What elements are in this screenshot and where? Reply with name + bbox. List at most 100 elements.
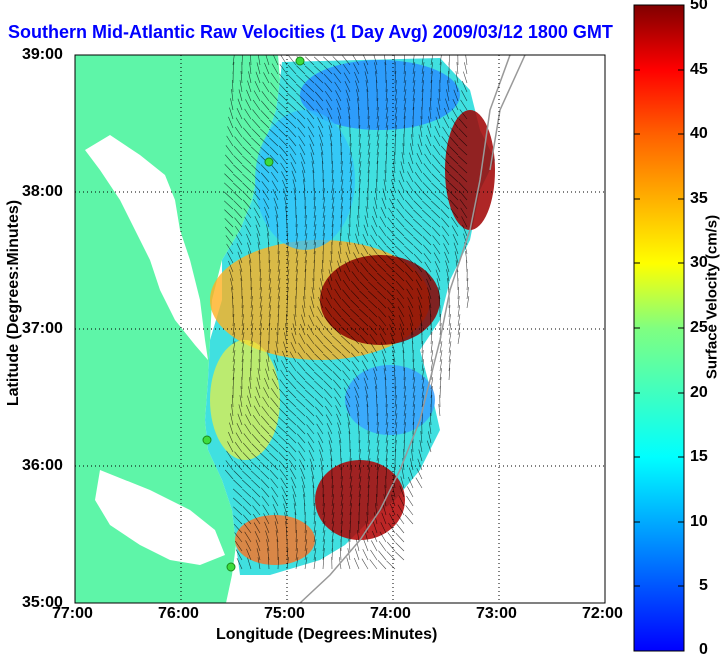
velocity-vector [252,505,261,516]
x-tick: 75:00 [264,605,305,622]
velocity-vector [364,215,369,228]
velocity-vector [403,62,406,75]
velocity-vector [340,152,343,165]
velocity-vector [331,160,333,174]
velocity-vector [396,514,405,525]
velocity-vector [350,344,360,354]
velocity-vector [292,494,297,507]
velocity-vector [229,422,234,435]
velocity-vector [235,432,243,444]
velocity-vector [355,539,360,552]
velocity-vector [372,359,378,372]
velocity-vector [299,459,306,471]
velocity-vector [378,235,387,246]
velocity-vector [288,370,297,381]
velocity-vector [226,450,234,462]
velocity-vector [270,387,279,399]
velocity-vector [251,452,261,462]
velocity-vector [251,433,261,444]
velocity-vector [441,226,450,237]
velocity-vector [268,556,270,570]
velocity-vector [358,134,361,147]
velocity-vector [226,243,234,255]
velocity-vector [349,205,351,219]
velocity-vector [394,440,397,453]
velocity-vector [313,197,316,210]
velocity-vector [446,89,450,102]
velocity-vector [415,279,423,291]
y-axis-label: Latitude (Degrees:Minutes) [5,199,22,407]
velocity-vector [234,441,243,453]
velocity-vector [305,83,315,93]
velocity-vector [241,295,243,309]
velocity-vector [327,116,333,129]
velocity-vector [428,296,432,309]
velocity-vector [296,407,306,417]
velocity-vector [419,314,423,327]
velocity-vector [243,433,252,444]
velocity-vector [315,415,324,426]
velocity-vector [389,324,396,336]
velocity-vector [324,90,333,102]
velocity-vector [264,206,270,219]
velocity-vector [376,431,380,444]
velocity-vector [246,404,252,417]
velocity-vector [378,324,387,336]
velocity-vector [378,541,387,552]
velocity-vector [413,200,423,210]
velocity-vector [233,200,243,210]
velocity-vector [235,117,243,129]
velocity-vector [387,217,396,228]
velocity-vector [238,260,243,273]
velocity-vector [376,107,379,120]
velocity-vector [386,254,396,264]
velocity-vector [401,341,405,354]
velocity-vector [419,440,423,453]
velocity-vector [381,197,387,210]
velocity-vector [363,377,369,390]
velocity-vector [227,252,234,264]
velocity-vector [349,449,351,462]
velocity-vector [344,395,351,408]
velocity-vector [405,271,414,282]
velocity-vector [415,162,423,174]
velocity-vector [383,368,387,381]
velocity-vector [395,551,405,561]
velocity-vector [404,218,414,228]
velocity-vector [393,467,396,480]
velocity-vector [253,207,261,219]
velocity-vector [439,368,442,381]
velocity-vector [314,74,324,84]
velocity-vector [349,152,352,165]
velocity-vector [325,414,333,426]
velocity-vector [233,155,243,165]
velocity-vector [348,224,351,237]
velocity-vector [241,323,245,336]
velocity-vector [396,198,405,210]
velocity-vector [321,269,324,282]
velocity-vector [223,191,234,201]
velocity-vector [404,209,414,219]
velocity-vector [430,200,441,210]
velocity-vector [390,188,396,201]
velocity-vector [343,72,351,84]
velocity-vector [224,226,234,237]
velocity-vector [454,80,459,93]
velocity-vector [458,128,468,138]
velocity-vector [397,306,405,318]
velocity-vector [306,432,315,444]
velocity-vector [374,503,378,516]
velocity-vector [277,260,280,273]
velocity-vector [305,92,315,102]
velocity-vector [316,108,324,120]
velocity-vector [277,425,288,435]
velocity-vector [453,242,459,255]
velocity-vector [266,539,270,552]
velocity-vector [291,332,297,345]
velocity-vector [432,243,441,255]
velocity-vector [250,314,254,327]
velocity-vector [290,342,297,354]
velocity-vector [407,486,414,498]
velocity-vector [355,80,360,93]
